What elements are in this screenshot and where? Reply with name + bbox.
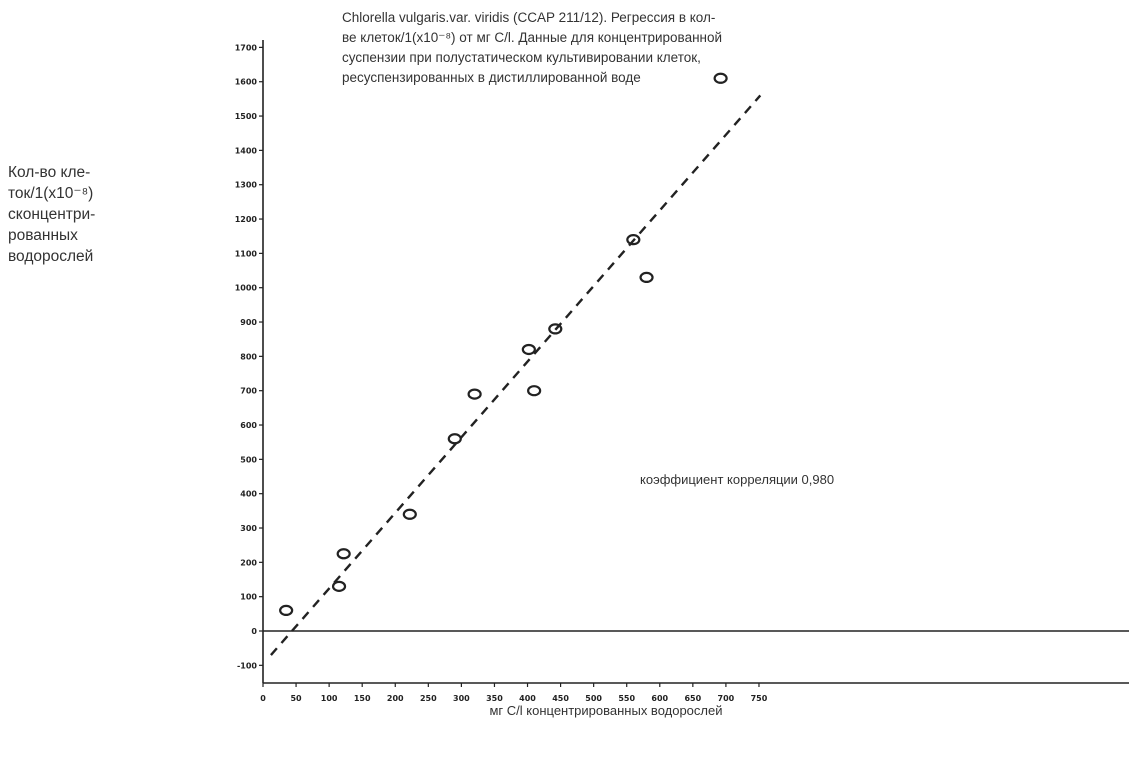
correlation-annotation: коэффициент корреляции 0,980 (640, 472, 834, 487)
x-tick-label: 150 (354, 694, 371, 703)
x-tick-label: 250 (420, 694, 437, 703)
x-tick-label: 700 (718, 694, 735, 703)
data-point (639, 271, 654, 284)
x-tick-label: 450 (552, 694, 569, 703)
x-tick-label: 400 (519, 694, 536, 703)
y-tick-label: 700 (240, 387, 257, 396)
data-point (626, 234, 641, 246)
data-point (527, 385, 542, 397)
y-tick-label: 200 (240, 558, 257, 567)
y-tick-label: 1100 (235, 249, 258, 258)
y-axis-label-line: сконцентри- (8, 206, 96, 223)
y-tick-label: 900 (240, 318, 257, 327)
data-point (336, 548, 351, 560)
y-tick-label: 1300 (235, 181, 258, 190)
axes (262, 40, 1129, 684)
x-tick-label: 300 (453, 694, 470, 703)
data-point (402, 508, 417, 520)
data-points (279, 72, 728, 617)
y-tick-label: 600 (240, 421, 257, 430)
x-tick-label: 100 (321, 694, 338, 703)
x-tick-label: 200 (387, 694, 404, 703)
data-point (521, 343, 536, 356)
x-tick-label: 500 (585, 694, 602, 703)
x-axis-label: мг С/l концентрированных водорослей (489, 703, 722, 718)
y-tick-label: 300 (240, 524, 257, 533)
title-line: ресуспензированных в дистиллированной во… (342, 70, 641, 85)
data-point (447, 433, 462, 445)
y-tick-label: 1500 (235, 112, 258, 121)
y-axis-label-line: водорослей (8, 248, 94, 265)
y-tick-label: 100 (240, 593, 257, 602)
y-tick-label: 800 (240, 352, 257, 361)
title-line: Chlorella vulgaris.var. viridis (CCAP 21… (342, 10, 716, 25)
title-line: суспензии при полустатическом культивиро… (342, 50, 701, 65)
data-point (713, 72, 728, 84)
y-tick-label: 500 (240, 455, 257, 464)
y-axis-label-line: Кол-во кле- (8, 164, 91, 181)
y-axis-label: Кол-во кле- ток/1(x10⁻⁸) сконцентри- ров… (8, 162, 158, 267)
y-axis-label-line: рованных (8, 227, 78, 244)
data-point (331, 580, 347, 592)
x-tick-label: 750 (751, 694, 768, 703)
y-tick-label: 1400 (235, 146, 258, 155)
y-tick-label: 1700 (235, 43, 258, 52)
x-tick-label: 550 (618, 694, 635, 703)
y-tick-label: 1000 (235, 284, 258, 293)
x-tick-label: 350 (486, 694, 503, 703)
tick-marks: -100010020030040050060070080090010001100… (235, 43, 768, 703)
title-line: ве клеток/1(x10⁻⁸) от мг С/l. Данные для… (342, 30, 723, 45)
y-tick-label: 1200 (235, 215, 258, 224)
y-tick-label: 400 (240, 490, 257, 499)
data-point (548, 323, 563, 335)
regression-line (270, 94, 762, 656)
y-axis-label-line: ток/1(x10⁻⁸) (8, 185, 94, 202)
regression-line-group (270, 94, 762, 656)
data-point (467, 388, 482, 400)
x-tick-label: 0 (260, 694, 266, 703)
chart-title: Chlorella vulgaris.var. viridis (CCAP 21… (342, 8, 962, 88)
x-tick-label: 50 (290, 694, 302, 703)
x-tick-label: 600 (651, 694, 668, 703)
y-tick-label: 1600 (235, 78, 258, 87)
x-tick-label: 650 (684, 694, 701, 703)
y-tick-label: 0 (251, 627, 257, 636)
data-point (279, 604, 294, 617)
y-tick-label: -100 (237, 661, 257, 670)
